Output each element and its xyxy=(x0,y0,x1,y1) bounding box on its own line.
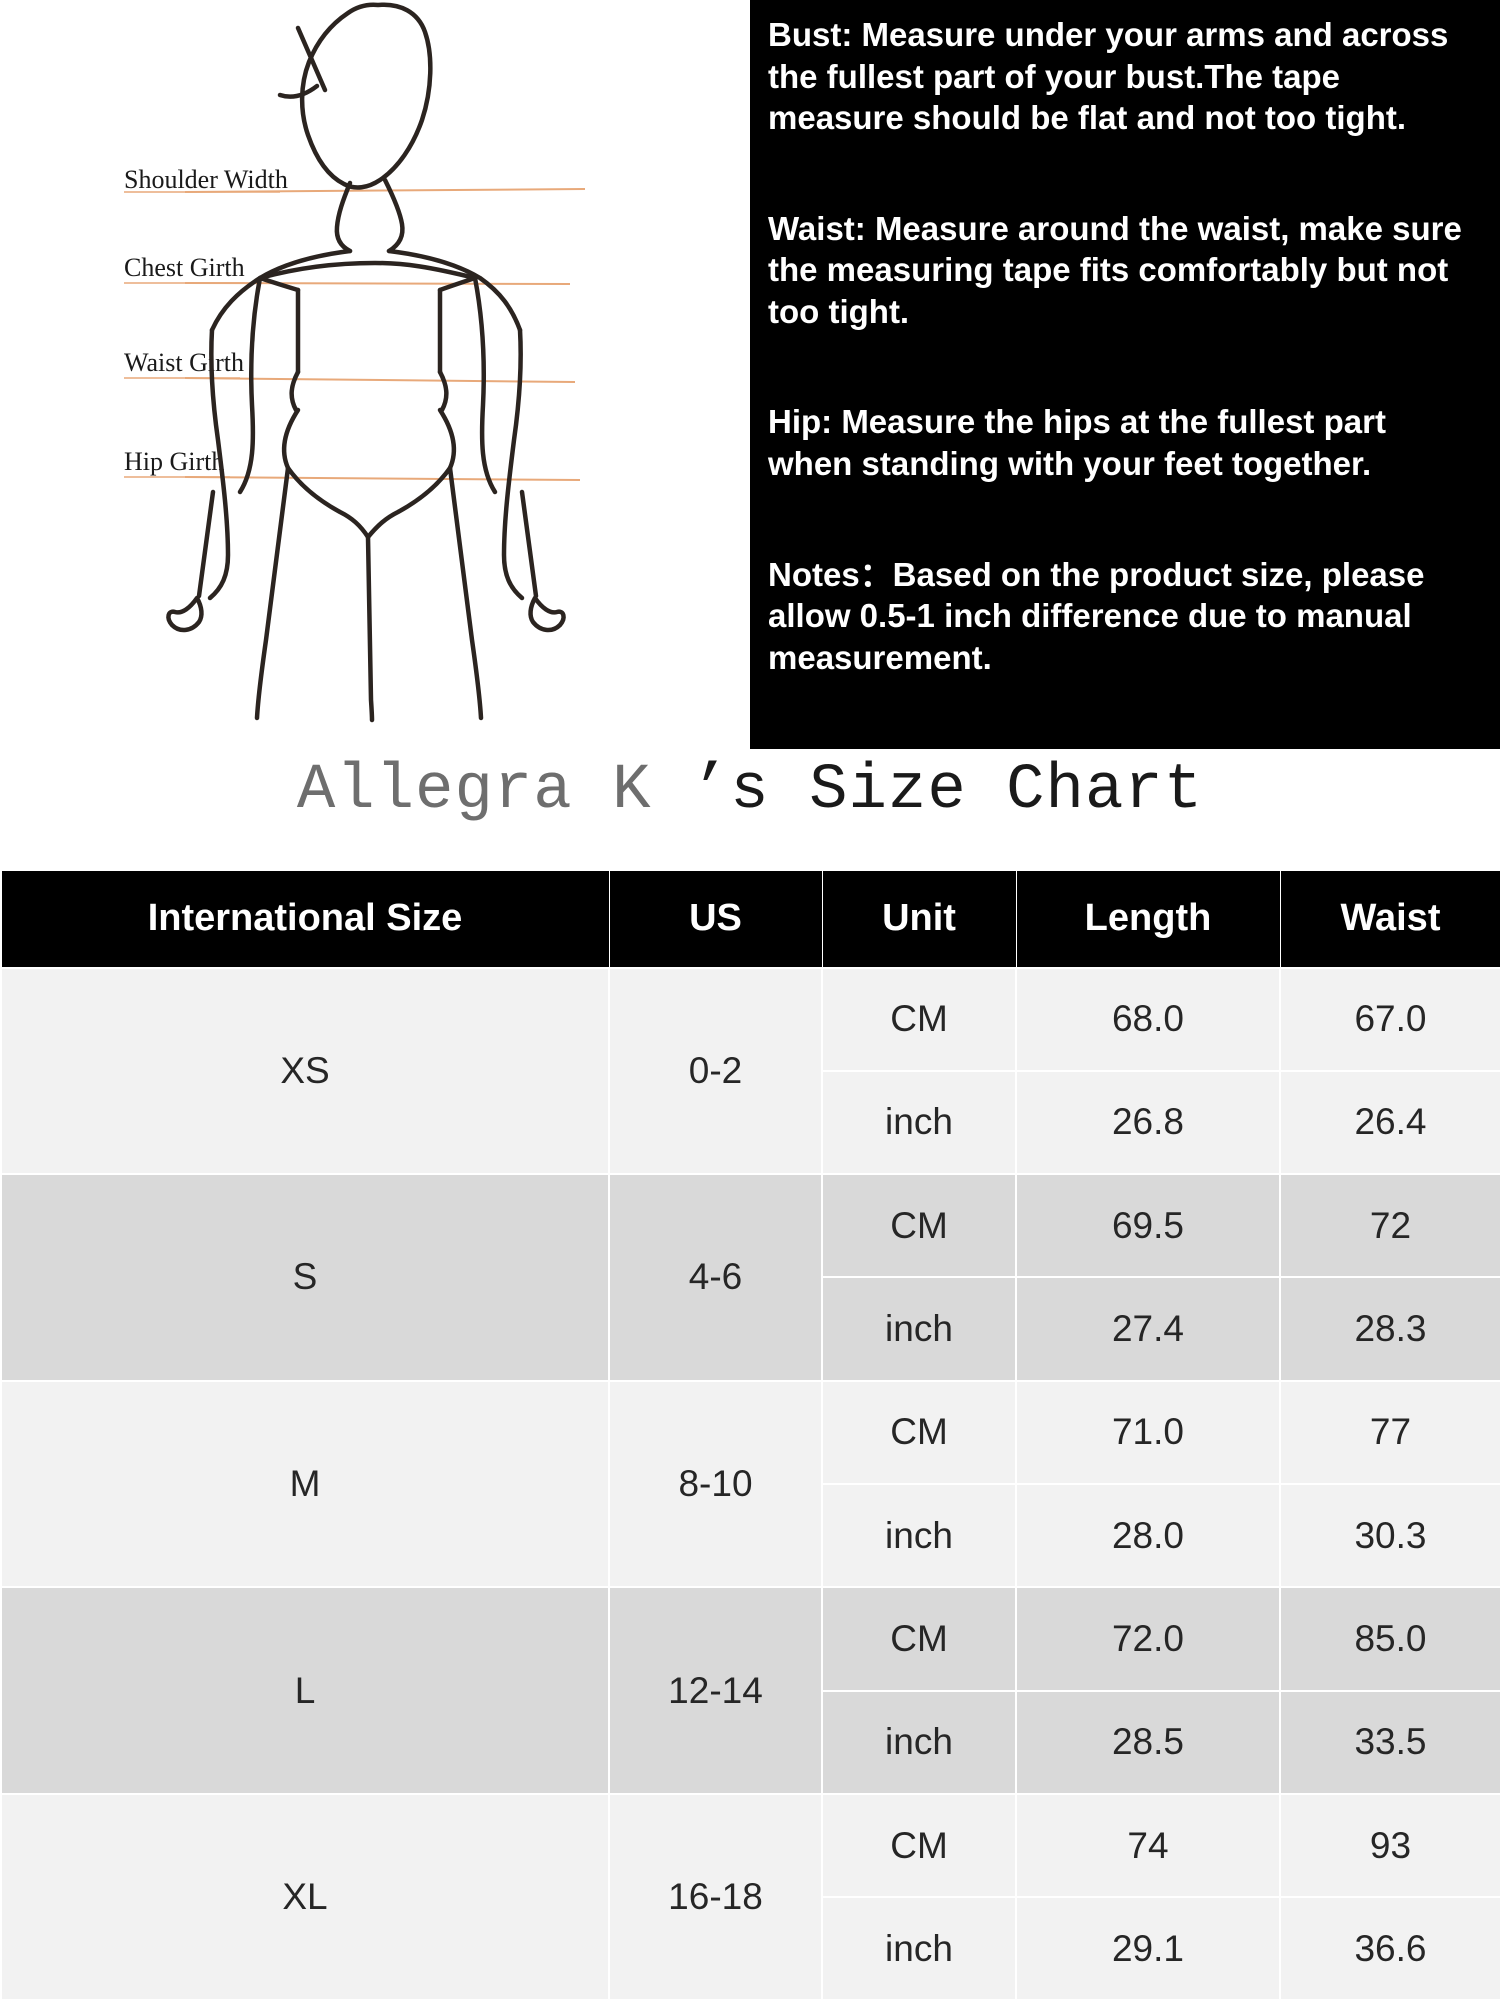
svg-text:Shoulder Width: Shoulder Width xyxy=(124,165,288,194)
svg-text:Chest Girth: Chest Girth xyxy=(124,253,245,282)
svg-text:Hip Girth: Hip Girth xyxy=(124,447,224,476)
svg-text:Waist Girth: Waist Girth xyxy=(124,348,244,377)
